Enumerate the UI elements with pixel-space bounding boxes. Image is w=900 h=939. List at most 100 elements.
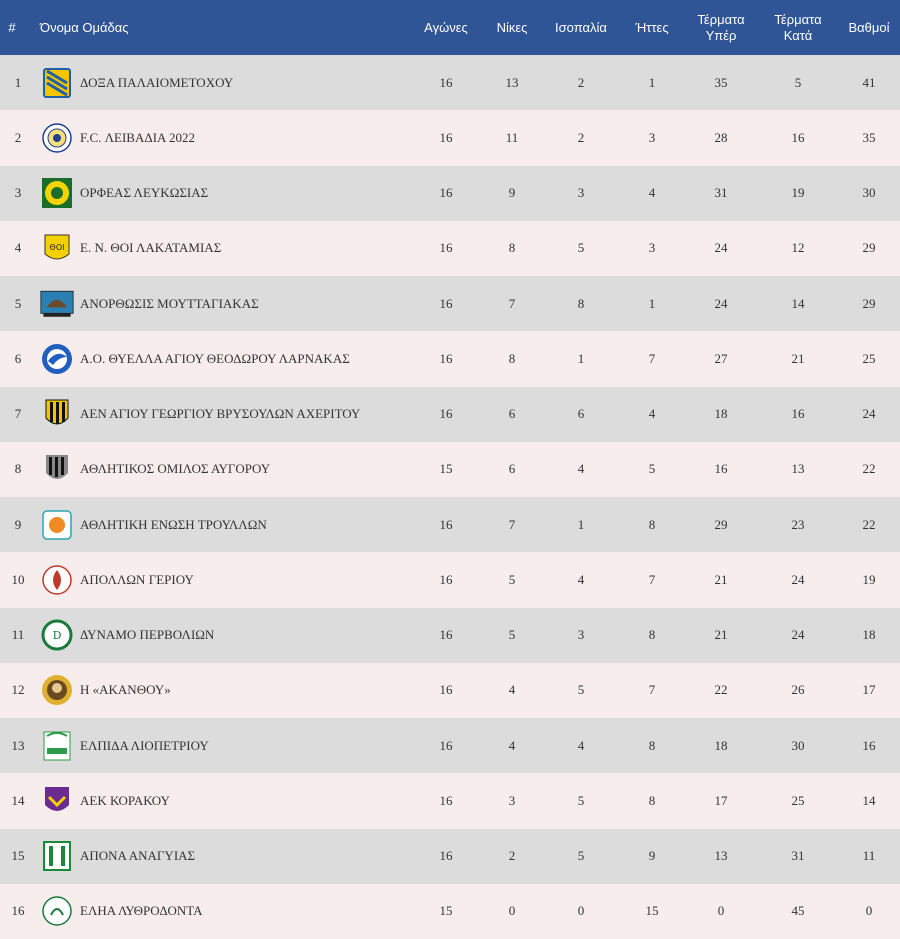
livadia-crest-icon	[40, 121, 74, 155]
goals-for-cell: 21	[714, 571, 728, 587]
played-cell: 16	[439, 792, 453, 808]
position-cell: 10	[11, 571, 25, 587]
header-goals-for[interactable]: Τέρματα Υπέρ	[688, 0, 754, 55]
header-goals-for-line1: Τέρματα	[697, 11, 745, 27]
draws-cell: 1	[577, 350, 585, 366]
goals-against-cell: 13	[791, 461, 805, 477]
anorthosis-crest-icon	[40, 287, 74, 321]
wins-cell: 5	[508, 571, 516, 587]
header-goals-against[interactable]: Τέρματα Κατά	[766, 0, 830, 55]
played-cell: 16	[439, 682, 453, 698]
team-cell: ΑΕΚ ΚΟΡΑΚΟΥ	[40, 773, 420, 828]
draws-cell: 4	[577, 571, 585, 587]
team-name[interactable]: ΑΕΝ ΑΓΙΟΥ ΓΕΩΡΓΙΟΥ ΒΡΥΣΟΥΛΩΝ ΑΧΕΡΙΤΟΥ	[80, 406, 361, 422]
draws-cell: 5	[577, 792, 585, 808]
team-name[interactable]: Η «ΑΚΑΝΘΟΥ»	[80, 682, 171, 698]
draws-cell: 4	[577, 461, 585, 477]
table-row: 12 Η «ΑΚΑΝΘΟΥ» 16 4 5 7 22 26 17	[0, 662, 900, 718]
team-name[interactable]: ΕΛΗΑ ΛΥΘΡΟΔΟΝΤΑ	[80, 903, 203, 919]
draws-cell: 0	[577, 903, 585, 919]
goals-for-cell: 31	[714, 185, 728, 201]
table-row: 3 ΟΡΦΕΑΣ ΛΕΥΚΩΣΙΑΣ 16 9 3 4 31 19 30	[0, 165, 900, 221]
header-losses[interactable]: Ήττες	[635, 19, 669, 35]
points-cell: 30	[862, 185, 876, 201]
position-cell: 1	[14, 74, 22, 90]
team-name[interactable]: ΑΝΟΡΘΩΣΙΣ ΜΟΥΤΤΑΓΙΑΚΑΣ	[80, 295, 259, 311]
team-name[interactable]: Α.Ο. ΘΥΕΛΛΑ ΑΓΙΟΥ ΘΕΟΔΩΡΟΥ ΛΑΡΝΑΚΑΣ	[80, 350, 350, 366]
position-cell: 5	[14, 295, 22, 311]
team-name[interactable]: ΑΘΛΗΤΙΚΗ ΕΝΩΣΗ ΤΡΟΥΛΛΩΝ	[80, 516, 267, 532]
played-cell: 16	[439, 295, 453, 311]
header-played[interactable]: Αγώνες	[424, 19, 468, 35]
losses-cell: 1	[648, 74, 656, 90]
elpida-crest-icon	[40, 729, 74, 763]
team-name[interactable]: ΔΟΞΑ ΠΑΛΑΙΟΜΕΤΟΧΟΥ	[80, 74, 234, 90]
table-row: 4 ΘΟΙ Ε. Ν. ΘΟΙ ΛΑΚΑΤΑΜΙΑΣ 16 8 5 3 24 12 29	[0, 220, 900, 276]
dynamo-crest-icon: D	[40, 618, 74, 652]
team-name[interactable]: ΑΕΚ ΚΟΡΑΚΟΥ	[80, 792, 170, 808]
draws-cell: 6	[577, 406, 585, 422]
points-cell: 25	[862, 350, 876, 366]
draws-cell: 3	[577, 185, 585, 201]
team-name[interactable]: ΔΥΝΑΜΟ ΠΕΡΒΟΛΙΩΝ	[80, 627, 215, 643]
losses-cell: 7	[648, 350, 656, 366]
goals-against-cell: 5	[794, 74, 802, 90]
svg-text:D: D	[53, 629, 62, 642]
team-name[interactable]: ΕΛΠΙΔΑ ΛΙΟΠΕΤΡΙΟΥ	[80, 737, 209, 753]
goals-against-cell: 25	[791, 792, 805, 808]
played-cell: 16	[439, 627, 453, 643]
played-cell: 16	[439, 350, 453, 366]
losses-cell: 3	[648, 129, 656, 145]
goals-against-cell: 45	[791, 903, 805, 919]
table-row: 13 ΕΛΠΙΔΑ ΛΙΟΠΕΤΡΙΟΥ 16 4 4 8 18 30 16	[0, 718, 900, 774]
losses-cell: 15	[645, 903, 659, 919]
losses-cell: 9	[648, 848, 656, 864]
team-name[interactable]: ΟΡΦΕΑΣ ΛΕΥΚΩΣΙΑΣ	[80, 185, 209, 201]
team-name[interactable]: Ε. Ν. ΘΟΙ ΛΑΚΑΤΑΜΙΑΣ	[80, 240, 222, 256]
team-cell: ΑΘΛΗΤΙΚΗ ΕΝΩΣΗ ΤΡΟΥΛΛΩΝ	[40, 497, 420, 552]
losses-cell: 8	[648, 792, 656, 808]
header-draws[interactable]: Ισοπαλία	[555, 19, 607, 35]
team-name[interactable]: ΑΘΛΗΤΙΚΟΣ ΟΜΙΛΟΣ ΑΥΓΟΡΟΥ	[80, 461, 271, 477]
points-cell: 16	[862, 737, 876, 753]
team-name[interactable]: ΑΠΟΛΛΩΝ ΓΕΡΙΟΥ	[80, 571, 194, 587]
team-cell: ΑΕΝ ΑΓΙΟΥ ΓΕΩΡΓΙΟΥ ΒΡΥΣΟΥΛΩΝ ΑΧΕΡΙΤΟΥ	[40, 387, 420, 442]
goals-against-cell: 14	[791, 295, 805, 311]
wins-cell: 8	[508, 240, 516, 256]
draws-cell: 2	[577, 129, 585, 145]
team-cell: ΑΠΟΝΑ ΑΝΑΓΥΙΑΣ	[40, 829, 420, 884]
draws-cell: 4	[577, 737, 585, 753]
team-cell: ΕΛΠΙΔΑ ΛΙΟΠΕΤΡΙΟΥ	[40, 718, 420, 773]
played-cell: 15	[439, 461, 453, 477]
header-points[interactable]: Βαθμοί	[848, 19, 890, 35]
header-goals-against-line1: Τέρματα	[774, 11, 822, 27]
header-team[interactable]: Όνομα Ομάδας	[40, 19, 129, 35]
position-cell: 13	[11, 737, 25, 753]
wins-cell: 0	[508, 903, 516, 919]
position-cell: 6	[14, 350, 22, 366]
header-position[interactable]: #	[8, 19, 16, 35]
wins-cell: 7	[508, 516, 516, 532]
team-name[interactable]: ΑΠΟΝΑ ΑΝΑΓΥΙΑΣ	[80, 848, 196, 864]
table-row: 8 ΑΘΛΗΤΙΚΟΣ ΟΜΙΛΟΣ ΑΥΓΟΡΟΥ 15 6 4 5 16 13 22	[0, 441, 900, 497]
goals-for-cell: 18	[714, 737, 728, 753]
losses-cell: 8	[648, 737, 656, 753]
points-cell: 22	[862, 516, 876, 532]
played-cell: 16	[439, 240, 453, 256]
played-cell: 16	[439, 406, 453, 422]
team-cell: ΑΝΟΡΘΩΣΙΣ ΜΟΥΤΤΑΓΙΑΚΑΣ	[40, 276, 420, 331]
header-goals-against-line2: Κατά	[783, 27, 813, 43]
goals-against-cell: 16	[791, 129, 805, 145]
position-cell: 12	[11, 682, 25, 698]
team-name[interactable]: F.C. ΛΕΙΒΑΔΙΑ 2022	[80, 129, 195, 145]
position-cell: 8	[14, 461, 22, 477]
position-cell: 11	[11, 627, 25, 643]
position-cell: 4	[14, 240, 22, 256]
goals-for-cell: 27	[714, 350, 728, 366]
troullon-crest-icon	[40, 508, 74, 542]
points-cell: 35	[862, 129, 876, 145]
position-cell: 3	[14, 185, 22, 201]
goals-for-cell: 22	[714, 682, 728, 698]
header-wins[interactable]: Νίκες	[496, 19, 528, 35]
draws-cell: 5	[577, 682, 585, 698]
